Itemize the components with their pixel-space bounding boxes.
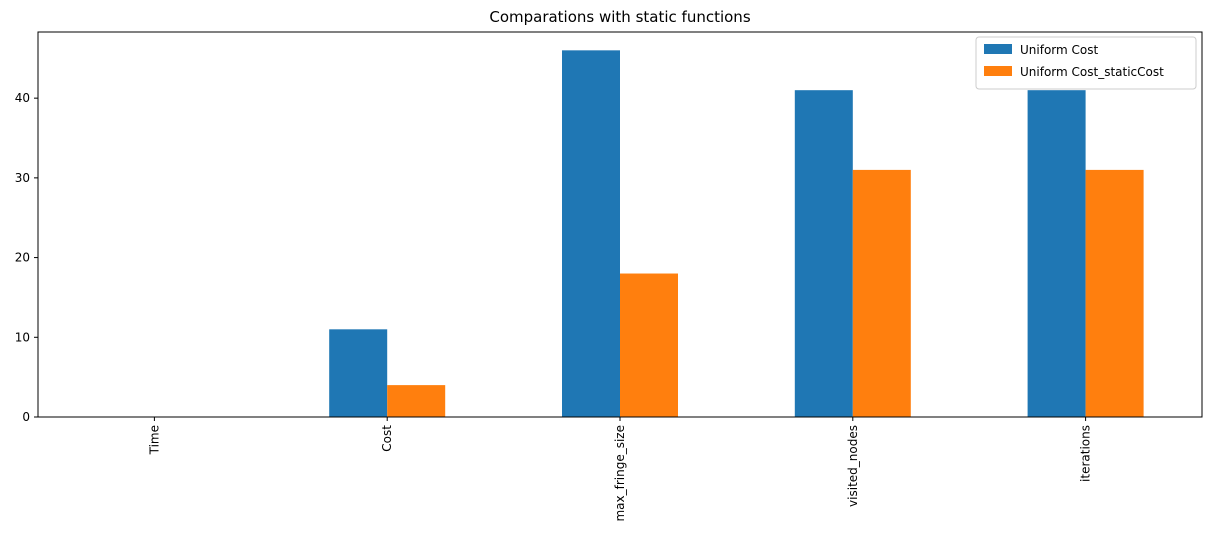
y-tick-label: 30 <box>15 171 30 185</box>
y-tick-label: 10 <box>15 330 30 344</box>
bar-cost-series-1 <box>387 385 446 417</box>
bar-iterations-series-1 <box>1085 169 1144 417</box>
legend-label-uniform-cost: Uniform Cost <box>1020 43 1098 57</box>
chart-title: Comparations with static functions <box>489 8 750 26</box>
bar-visited-nodes-series-0 <box>794 90 853 417</box>
x-tick-label: visited_nodes <box>846 425 860 507</box>
legend: Uniform Cost Uniform Cost_staticCost <box>975 36 1197 90</box>
plot-frame <box>37 31 1203 418</box>
bar-cost-series-0 <box>329 329 388 417</box>
legend-swatch-uniform-cost-staticcost <box>984 66 1012 76</box>
x-tick-label: Time <box>147 425 161 455</box>
bar-max-fringe-size-series-0 <box>562 50 620 417</box>
y-tick-label: 40 <box>15 91 30 105</box>
x-tick-label: Cost <box>380 425 394 452</box>
legend-box <box>975 36 1197 90</box>
x-axis-ticks: Time Cost max_fringe_size visited_nodes iter… <box>147 417 1093 522</box>
bar-visited-nodes-series-1 <box>852 169 911 417</box>
x-tick-label: iterations <box>1079 425 1093 482</box>
bar-max-fringe-size-series-1 <box>620 273 678 417</box>
legend-swatch-uniform-cost <box>984 44 1012 54</box>
y-tick-label: 0 <box>22 410 30 424</box>
bar-iterations-series-0 <box>1027 90 1086 417</box>
x-tick-label: max_fringe_size <box>613 425 627 522</box>
y-axis-ticks: 0 10 20 30 40 <box>15 91 38 424</box>
y-tick-label: 20 <box>15 251 30 265</box>
legend-label-uniform-cost-staticcost: Uniform Cost_staticCost <box>1020 65 1164 79</box>
bars-layer <box>329 50 1144 417</box>
